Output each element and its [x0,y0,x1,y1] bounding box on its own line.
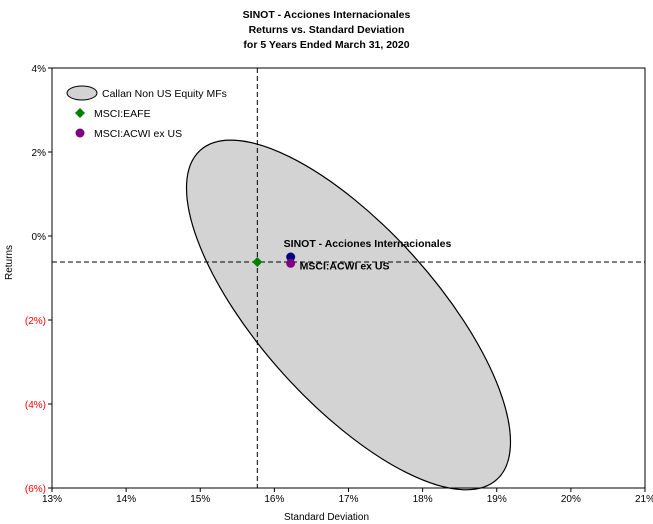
y-tick-label: 2% [32,148,47,159]
point-label: SINOT - Acciones Internacionales [284,238,452,250]
legend-label: Callan Non US Equity MFs [102,88,227,100]
legend-label: MSCI:EAFE [94,108,151,120]
chart-title-block: SINOT - Acciones Internacionales Returns… [0,8,653,53]
x-tick-label: 16% [264,494,284,505]
chart-period: for 5 Years Ended March 31, 2020 [243,39,410,51]
x-tick-label: 17% [338,494,358,505]
y-tick-label: (6%) [25,484,46,495]
point-marker [286,258,296,268]
legend-marker [66,85,98,101]
chart-subtitle: Returns vs. Standard Deviation [248,24,405,36]
point-label: MSCI:ACWI ex US [300,260,390,272]
x-tick-label: 21% [635,494,653,505]
y-tick-label: (4%) [25,400,46,411]
y-tick-label: 4% [32,64,47,75]
x-tick-label: 18% [413,494,433,505]
chart-title: SINOT - Acciones Internacionales [242,9,411,21]
point-marker [286,252,296,262]
x-tick-label: 20% [561,494,581,505]
y-tick-label: (2%) [25,316,46,327]
y-axis-label: Returns [4,244,15,280]
x-tick-label: 19% [487,494,507,505]
legend-marker [75,128,85,138]
x-tick-label: 13% [42,494,62,505]
legend-marker [75,108,85,118]
legend-label: MSCI:ACWI ex US [94,128,182,140]
x-tick-label: 15% [190,494,210,505]
y-tick-label: 0% [32,232,47,243]
x-tick-label: 14% [116,494,136,505]
x-axis-label: Standard Deviation [283,512,370,523]
point-marker [252,257,263,268]
peer-group-ellipse [185,139,512,491]
